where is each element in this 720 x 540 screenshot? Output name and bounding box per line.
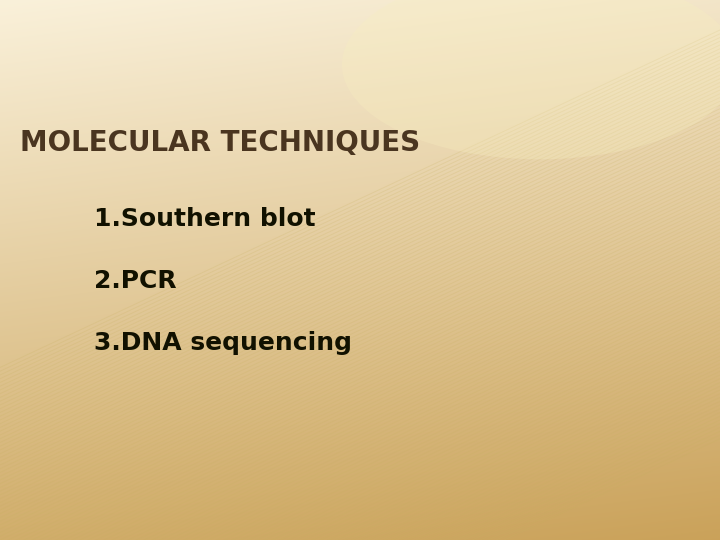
Text: MOLECULAR TECHNIQUES: MOLECULAR TECHNIQUES (20, 129, 420, 157)
Text: 1.Southern blot: 1.Southern blot (94, 207, 315, 231)
Text: 3.DNA sequencing: 3.DNA sequencing (94, 331, 351, 355)
Text: 2.PCR: 2.PCR (94, 269, 176, 293)
Ellipse shape (342, 0, 720, 159)
